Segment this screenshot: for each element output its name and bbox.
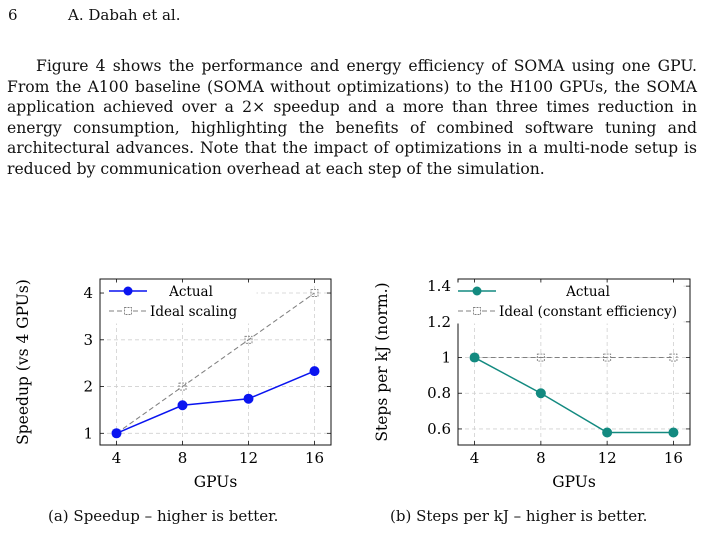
legend-marker-ideal [124,307,132,315]
plot-frame [457,278,691,446]
ideal-point-marker [603,353,612,362]
series-line-actual [474,356,674,434]
y-tick-label: 0.8 [427,384,451,402]
page-number: 6 [8,6,18,24]
x-tick-label: 12 [239,449,258,467]
y-tick-label: 1.2 [427,313,451,331]
y-axis-label: Steps per kJ (norm.) [373,282,391,441]
legend-label-actual: Actual [565,284,610,300]
actual-point-marker [177,400,188,411]
body-paragraph: Figure 4 shows the performance and energ… [7,57,697,178]
legend-box [454,282,684,324]
y-tick-label: 1.4 [427,277,451,295]
y-tick-label: 1 [83,424,93,442]
caption-b: (b) Steps per kJ – higher is better. [390,507,648,525]
x-tick-label: 8 [178,449,188,467]
legend-marker-ideal [473,307,481,315]
actual-point-marker [111,428,122,439]
x-tick-label: 4 [470,449,480,467]
y-tick-label: 4 [83,284,93,302]
x-tick-label: 16 [664,449,683,467]
legend: Actual Ideal (constant efficiency) [454,282,684,324]
ideal-point-marker [536,353,545,362]
actual-point-marker [535,388,546,399]
y-tick-label: 3 [83,331,93,349]
y-tick-label: 1 [441,349,451,367]
actual-point-marker [469,352,480,363]
legend: Actual Ideal scaling [105,282,257,324]
x-tick-label: 12 [598,449,617,467]
y-tick-label: 0.6 [427,420,451,438]
figure-4: 4 8 12 16 1 2 3 4 GPUs Speedup (vs 4 GPUs) Actual I… [0,266,704,531]
legend-marker-actual [123,286,133,296]
ideal-point-marker [178,382,187,391]
ideal-point-marker [310,289,319,297]
plot-frame [99,278,332,446]
steps-per-kj-plot: 4 8 12 16 0.6 0.8 1 1.2 1.4 GPUs Steps per kJ (nor… [373,277,691,491]
y-axis-label: Speedup (vs 4 GPUs) [14,279,32,445]
x-tick-label: 16 [305,449,324,467]
legend-marker-actual [472,286,482,296]
series-line-actual [116,370,315,435]
series-line-ideal [116,292,315,434]
x-tick-label: 8 [536,449,546,467]
series-layer [111,289,320,439]
legend-label-ideal: Ideal scaling [150,304,237,320]
legend-label-ideal: Ideal (constant efficiency) [499,304,677,320]
ideal-point-marker [669,353,678,362]
ideal-point-marker [244,335,253,344]
running-authors: A. Dabah et al. [68,6,181,24]
actual-point-marker [602,427,613,438]
legend-label-actual: Actual [168,284,213,300]
actual-point-marker [309,366,320,377]
x-tick-label: 4 [112,449,122,467]
y-tick-label: 2 [83,378,93,396]
x-axis-label: GPUs [194,473,238,491]
actual-point-marker [243,393,254,404]
running-head: 6 A. Dabah et al. [8,6,181,24]
series-layer [469,352,679,438]
x-axis-label: GPUs [552,473,596,491]
actual-point-marker [668,427,679,438]
caption-a: (a) Speedup – higher is better. [48,507,279,525]
